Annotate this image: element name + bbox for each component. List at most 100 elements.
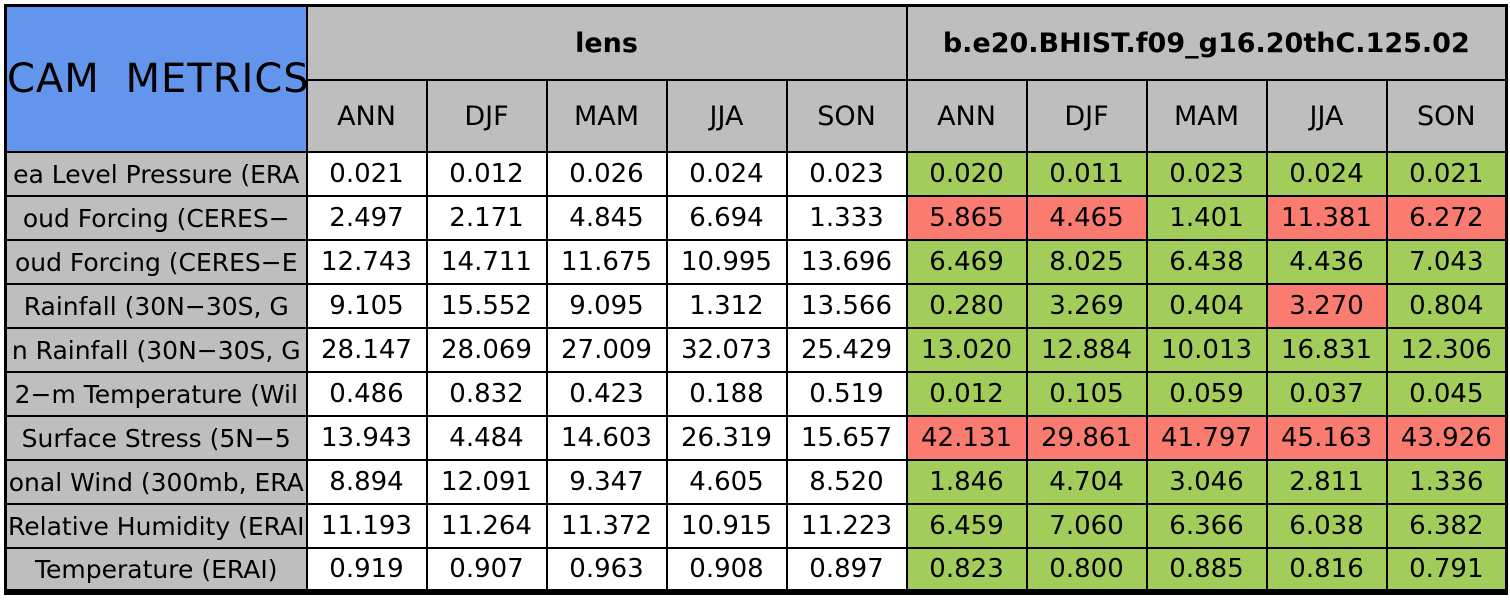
model-value-cell: 6.382 <box>1385 503 1508 549</box>
column-group-lens: lens <box>305 4 908 81</box>
lens-value-cell: 15.657 <box>785 415 908 461</box>
metric-row: Rainfall (30N−30S, G 9.105 15.552 9.095 1.31… <box>4 283 1508 329</box>
lens-value-cell: 1.312 <box>665 283 788 329</box>
lens-value-cell: 11.675 <box>545 239 668 285</box>
model-value-cell: 1.846 <box>905 459 1028 505</box>
lens-value-cell: 28.147 <box>305 327 428 373</box>
model-value-cell: 0.105 <box>1025 371 1148 417</box>
lens-value-cell: 8.894 <box>305 459 428 505</box>
model-value-cell: 1.336 <box>1385 459 1508 505</box>
metric-row-label: oud Forcing (CERES− <box>4 195 308 241</box>
metric-row: oud Forcing (CERES−E 12.743 14.711 11.675 10… <box>4 239 1508 285</box>
season-header-cell: ANN <box>305 79 428 153</box>
lens-value-cell: 0.908 <box>665 547 788 593</box>
model-value-cell: 0.791 <box>1385 547 1508 593</box>
lens-value-cell: 10.995 <box>665 239 788 285</box>
model-value-cell: 0.024 <box>1265 151 1388 197</box>
lens-value-cell: 11.264 <box>425 503 548 549</box>
lens-value-cell: 0.423 <box>545 371 668 417</box>
model-value-cell: 3.046 <box>1145 459 1268 505</box>
season-header-cell: SON <box>1385 79 1508 153</box>
lens-value-cell: 0.026 <box>545 151 668 197</box>
lens-value-cell: 0.519 <box>785 371 908 417</box>
model-value-cell: 6.459 <box>905 503 1028 549</box>
lens-value-cell: 2.171 <box>425 195 548 241</box>
lens-value-cell: 4.605 <box>665 459 788 505</box>
table-title: CAM METRICS <box>4 4 308 153</box>
model-value-cell: 2.811 <box>1265 459 1388 505</box>
lens-value-cell: 28.069 <box>425 327 548 373</box>
model-value-cell: 0.823 <box>905 547 1028 593</box>
lens-value-cell: 9.095 <box>545 283 668 329</box>
metric-row: n Rainfall (30N−30S, G 28.147 28.069 27.009… <box>4 327 1508 373</box>
model-value-cell: 0.021 <box>1385 151 1508 197</box>
lens-value-cell: 15.552 <box>425 283 548 329</box>
model-value-cell: 6.272 <box>1385 195 1508 241</box>
lens-value-cell: 12.743 <box>305 239 428 285</box>
model-value-cell: 4.465 <box>1025 195 1148 241</box>
metric-row-label: n Rainfall (30N−30S, G <box>4 327 308 373</box>
metric-row: Relative Humidity (ERAI 11.193 11.264 11.37… <box>4 503 1508 549</box>
lens-value-cell: 4.845 <box>545 195 668 241</box>
model-value-cell: 3.270 <box>1265 283 1388 329</box>
lens-value-cell: 26.319 <box>665 415 788 461</box>
metric-row-label: Relative Humidity (ERAI <box>4 503 308 549</box>
model-value-cell: 6.438 <box>1145 239 1268 285</box>
season-header-cell: MAM <box>545 79 668 153</box>
lens-value-cell: 0.832 <box>425 371 548 417</box>
lens-value-cell: 2.497 <box>305 195 428 241</box>
model-value-cell: 6.469 <box>905 239 1028 285</box>
model-value-cell: 1.401 <box>1145 195 1268 241</box>
lens-value-cell: 11.223 <box>785 503 908 549</box>
model-value-cell: 0.804 <box>1385 283 1508 329</box>
metric-row-label: 2−m Temperature (Wil <box>4 371 308 417</box>
model-value-cell: 0.059 <box>1145 371 1268 417</box>
lens-value-cell: 0.021 <box>305 151 428 197</box>
model-value-cell: 11.381 <box>1265 195 1388 241</box>
model-value-cell: 0.037 <box>1265 371 1388 417</box>
lens-value-cell: 0.023 <box>785 151 908 197</box>
model-value-cell: 0.023 <box>1145 151 1268 197</box>
model-value-cell: 13.020 <box>905 327 1028 373</box>
cam-metrics-table: CAM METRICS lens b.e20.BHIST.f09_g16.20t… <box>4 4 1509 595</box>
model-value-cell: 43.926 <box>1385 415 1508 461</box>
metric-row-label: oud Forcing (CERES−E <box>4 239 308 285</box>
model-value-cell: 0.012 <box>905 371 1028 417</box>
model-value-cell: 4.436 <box>1265 239 1388 285</box>
lens-value-cell: 4.484 <box>425 415 548 461</box>
lens-value-cell: 8.520 <box>785 459 908 505</box>
metric-row-label: Surface Stress (5N−5 <box>4 415 308 461</box>
lens-value-cell: 0.919 <box>305 547 428 593</box>
model-value-cell: 0.885 <box>1145 547 1268 593</box>
lens-value-cell: 0.188 <box>665 371 788 417</box>
lens-value-cell: 13.943 <box>305 415 428 461</box>
model-value-cell: 6.038 <box>1265 503 1388 549</box>
model-value-cell: 12.306 <box>1385 327 1508 373</box>
season-header-cell: JJA <box>1265 79 1388 153</box>
column-group-model: b.e20.BHIST.f09_g16.20thC.125.02 <box>905 4 1508 81</box>
model-value-cell: 41.797 <box>1145 415 1268 461</box>
metric-row-label: onal Wind (300mb, ERA <box>4 459 308 505</box>
model-value-cell: 3.269 <box>1025 283 1148 329</box>
lens-value-cell: 9.347 <box>545 459 668 505</box>
season-header-cell: MAM <box>1145 79 1268 153</box>
model-value-cell: 7.043 <box>1385 239 1508 285</box>
lens-value-cell: 25.429 <box>785 327 908 373</box>
lens-value-cell: 0.486 <box>305 371 428 417</box>
metric-row-label: Temperature (ERAI) <box>4 547 308 593</box>
season-header-cell: SON <box>785 79 908 153</box>
model-value-cell: 16.831 <box>1265 327 1388 373</box>
metric-row: ea Level Pressure (ERA 0.021 0.012 0.026 0.0… <box>4 151 1508 197</box>
lens-value-cell: 1.333 <box>785 195 908 241</box>
model-value-cell: 0.800 <box>1025 547 1148 593</box>
model-value-cell: 12.884 <box>1025 327 1148 373</box>
lens-value-cell: 0.012 <box>425 151 548 197</box>
lens-value-cell: 14.711 <box>425 239 548 285</box>
model-value-cell: 0.011 <box>1025 151 1148 197</box>
lens-value-cell: 11.193 <box>305 503 428 549</box>
model-value-cell: 4.704 <box>1025 459 1148 505</box>
model-value-cell: 29.861 <box>1025 415 1148 461</box>
model-value-cell: 0.020 <box>905 151 1028 197</box>
model-value-cell: 6.366 <box>1145 503 1268 549</box>
season-header-cell: ANN <box>905 79 1028 153</box>
